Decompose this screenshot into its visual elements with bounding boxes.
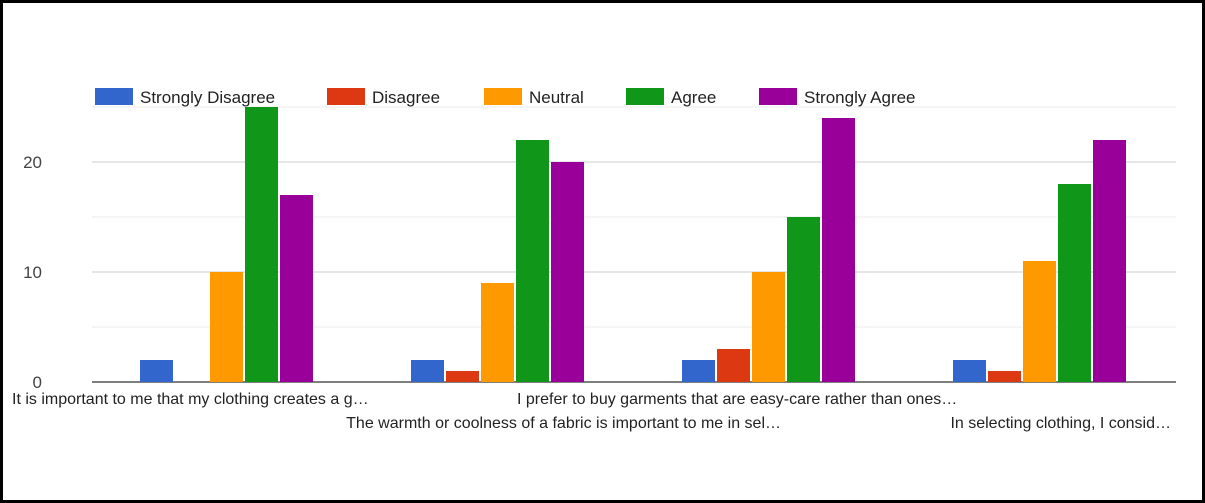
bar-strongly-agree xyxy=(280,195,313,382)
y-axis-ticks: 0 10 20 xyxy=(23,153,42,392)
bar-neutral xyxy=(752,272,785,382)
bars xyxy=(140,107,1126,382)
legend-swatch xyxy=(759,88,797,105)
bar-strongly-disagree xyxy=(411,360,444,382)
legend-label: Disagree xyxy=(372,88,440,107)
y-tick-label: 0 xyxy=(33,373,42,392)
bar-disagree xyxy=(717,349,750,382)
bar-strongly-disagree xyxy=(140,360,173,382)
bar-agree xyxy=(787,217,820,382)
bar-neutral xyxy=(1023,261,1056,382)
x-category-label: In selecting clothing, I consid… xyxy=(950,415,1171,432)
legend-label: Strongly Disagree xyxy=(140,88,275,107)
bar-disagree xyxy=(446,371,479,382)
bar-agree xyxy=(1058,184,1091,382)
bar-disagree xyxy=(988,371,1021,382)
bar-neutral xyxy=(210,272,243,382)
x-axis-categories: It is important to me that my clothing c… xyxy=(12,391,1171,432)
bar-agree xyxy=(245,107,278,382)
bar-strongly-agree xyxy=(822,118,855,382)
bar-strongly-agree xyxy=(1093,140,1126,382)
bar-agree xyxy=(516,140,549,382)
legend-swatch xyxy=(327,88,365,105)
legend-swatch xyxy=(626,88,664,105)
legend-label: Strongly Agree xyxy=(804,88,916,107)
y-tick-label: 10 xyxy=(23,263,42,282)
legend-swatch xyxy=(95,88,133,105)
y-tick-label: 20 xyxy=(23,153,42,172)
bar-strongly-disagree xyxy=(953,360,986,382)
bar-neutral xyxy=(481,283,514,382)
legend-label: Agree xyxy=(671,88,716,107)
x-category-label: It is important to me that my clothing c… xyxy=(12,391,369,408)
x-category-label: The warmth or coolness of a fabric is im… xyxy=(346,415,781,432)
legend-swatch xyxy=(484,88,522,105)
x-category-label: I prefer to buy garments that are easy-c… xyxy=(517,391,957,408)
legend: Strongly Disagree Disagree Neutral Agree Str… xyxy=(95,88,916,107)
legend-label: Neutral xyxy=(529,88,584,107)
bar-strongly-agree xyxy=(551,162,584,382)
bar-strongly-disagree xyxy=(682,360,715,382)
